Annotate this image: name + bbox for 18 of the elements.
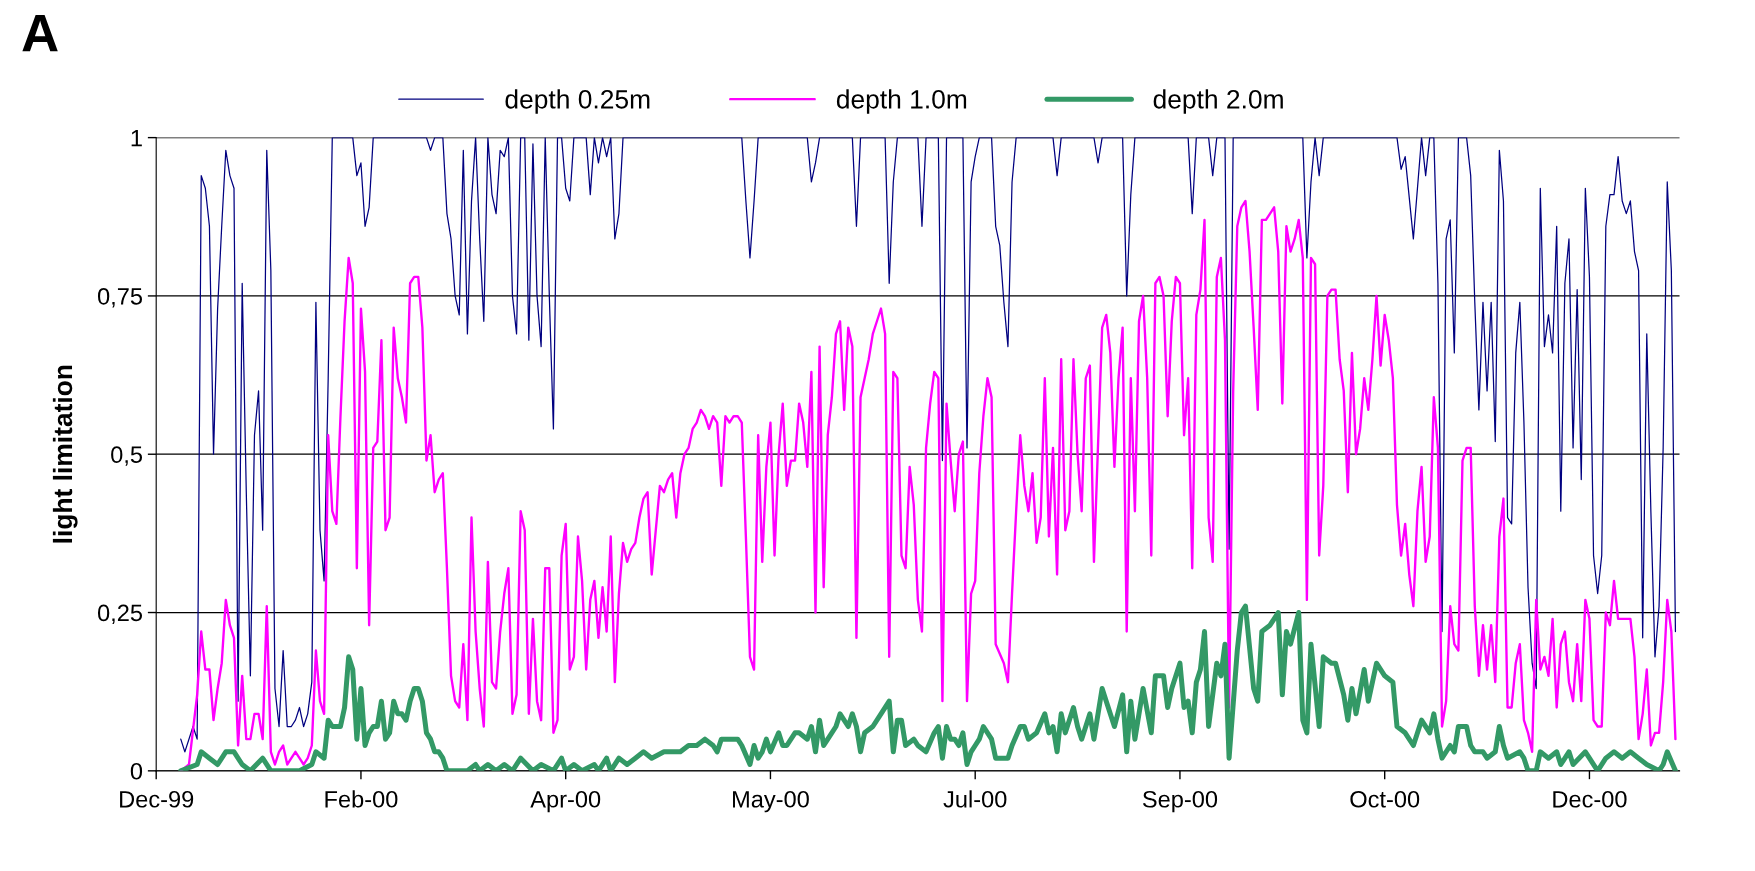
- x-tick-label: Oct-00: [1350, 790, 1420, 808]
- x-tick-label: Feb-00: [325, 790, 398, 808]
- y-tick-label: 0,75: [97, 287, 143, 308]
- x-tick-label: Apr-00: [530, 790, 601, 813]
- x-tick-label: Dec-00: [1553, 790, 1627, 808]
- x-tick-label: Sep-00: [1142, 790, 1218, 813]
- x-tick-label: Jul-00: [943, 790, 1007, 808]
- text: A: [22, 15, 58, 52]
- x-tick-label: Dec-99: [120, 790, 194, 808]
- y-tick-label: 0,25: [97, 604, 143, 625]
- legend-label: depth 0.25m: [505, 89, 650, 114]
- y-tick-label: 0: [130, 762, 143, 780]
- y-tick-label: 0,5: [111, 446, 143, 466]
- y-axis-title: light limitation: [52, 365, 78, 543]
- y-tick-label: 1: [131, 129, 142, 147]
- legend-label: depth 2.0m: [1153, 89, 1283, 114]
- x-tick-label: May-00: [733, 790, 809, 813]
- legend-label: depth 1.0m: [836, 89, 967, 114]
